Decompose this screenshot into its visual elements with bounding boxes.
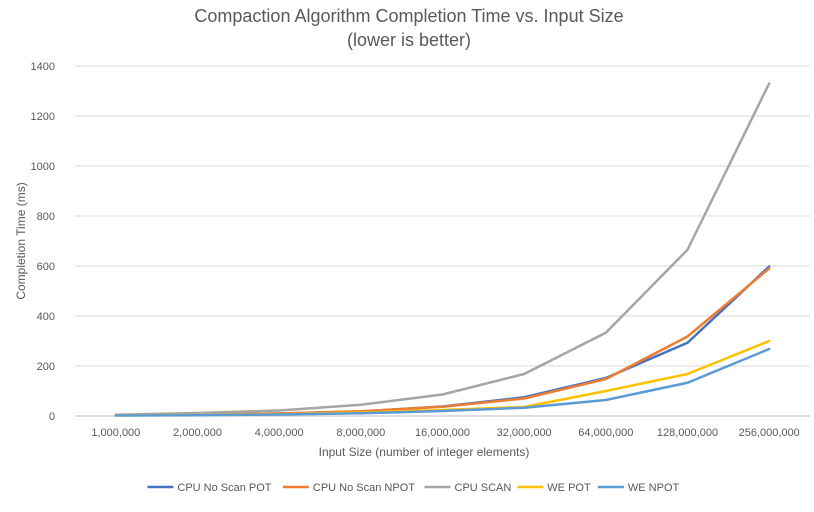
series-lines (114, 82, 771, 417)
x-axis-ticks: 1,000,000 2,000,000 4,000,000 8,000,000 16,0… (91, 427, 799, 439)
y-tick-label: 400 (37, 311, 55, 323)
y-tick-label: 1000 (31, 161, 55, 173)
y-tick-label: 200 (37, 361, 55, 373)
y-tick-label: 1200 (31, 111, 55, 123)
y-axis-title: Completion Time (ms) (14, 182, 28, 299)
x-tick-label: 256,000,000 (739, 427, 800, 439)
y-tick-label: 1400 (31, 61, 55, 73)
series-line-we-npot (114, 347, 771, 417)
legend-label: WE POT (547, 482, 591, 494)
legend-label: WE NPOT (628, 482, 680, 494)
legend-item: WE POT (517, 482, 591, 494)
y-tick-label: 0 (49, 411, 55, 423)
legend-label: CPU No Scan NPOT (313, 482, 415, 494)
series-line-we-pot (114, 339, 771, 417)
chart-title: Compaction Algorithm Completion Time vs.… (194, 6, 623, 26)
legend-label: CPU No Scan POT (177, 482, 271, 494)
legend: CPU No Scan POT CPU No Scan NPOT CPU SCAN W… (147, 482, 680, 494)
x-tick-label: 16,000,000 (415, 427, 470, 439)
series-line-cpu-no-scan-pot (114, 265, 771, 417)
x-tick-label: 128,000,000 (657, 427, 718, 439)
y-tick-label: 600 (37, 261, 55, 273)
x-tick-label: 8,000,000 (336, 427, 385, 439)
x-tick-label: 32,000,000 (497, 427, 552, 439)
legend-label: CPU SCAN (455, 482, 512, 494)
legend-item: WE NPOT (597, 482, 680, 494)
gridlines (75, 65, 810, 417)
x-tick-label: 4,000,000 (255, 427, 304, 439)
legend-item: CPU No Scan NPOT (282, 482, 415, 494)
x-axis-title: Input Size (number of integer elements) (319, 445, 530, 459)
chart-subtitle: (lower is better) (347, 30, 471, 50)
legend-item: CPU No Scan POT (147, 482, 272, 494)
series-line-cpu-scan (114, 82, 771, 416)
x-tick-label: 2,000,000 (173, 427, 222, 439)
y-tick-label: 800 (37, 211, 55, 223)
legend-item: CPU SCAN (424, 482, 512, 494)
x-tick-label: 64,000,000 (578, 427, 633, 439)
y-axis-ticks: 0 200 400 600 800 1000 1200 1400 (31, 61, 55, 423)
x-tick-label: 1,000,000 (91, 427, 140, 439)
